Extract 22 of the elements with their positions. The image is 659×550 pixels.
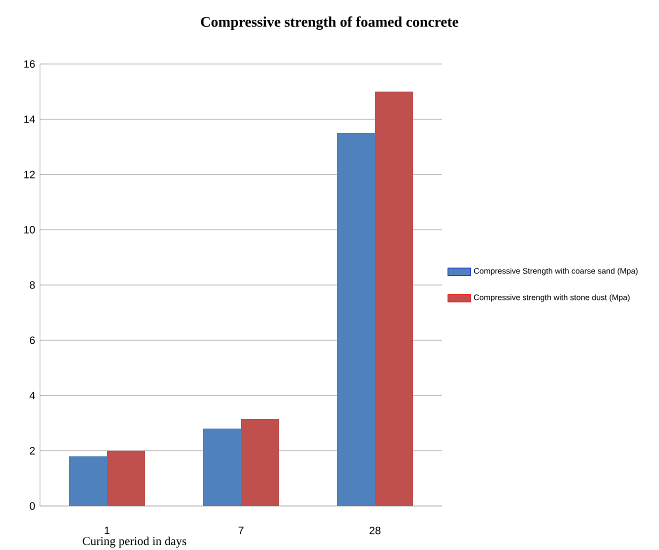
x-axis-title: Curing period in days bbox=[82, 536, 186, 548]
y-tick-label: 10 bbox=[24, 226, 35, 234]
bar bbox=[375, 92, 414, 506]
y-tick-label: 2 bbox=[30, 447, 35, 454]
y-tick-label: 4 bbox=[30, 392, 35, 400]
y-tick-label: 12 bbox=[24, 170, 35, 178]
chart-title: Compressive strength of foamed concrete bbox=[201, 16, 458, 30]
y-tick-label: 8 bbox=[30, 281, 35, 289]
bar bbox=[337, 133, 375, 506]
bar bbox=[107, 450, 146, 506]
bar bbox=[241, 418, 280, 506]
y-tick-label: 16 bbox=[24, 60, 35, 68]
legend-label: Compressive Strength with coarse sand (Mpa) bbox=[474, 268, 638, 276]
x-tick-label: 28 bbox=[370, 526, 380, 534]
x-tick-label: 7 bbox=[238, 526, 244, 534]
y-tick-label: 14 bbox=[24, 116, 35, 123]
legend-label: Compressive strength with stone dust (Mpa) bbox=[474, 294, 630, 302]
bar bbox=[203, 428, 241, 506]
bar bbox=[69, 456, 107, 506]
y-tick-label: 0 bbox=[30, 502, 35, 510]
x-tick-label: 1 bbox=[104, 526, 110, 534]
y-tick-label: 6 bbox=[30, 336, 35, 344]
